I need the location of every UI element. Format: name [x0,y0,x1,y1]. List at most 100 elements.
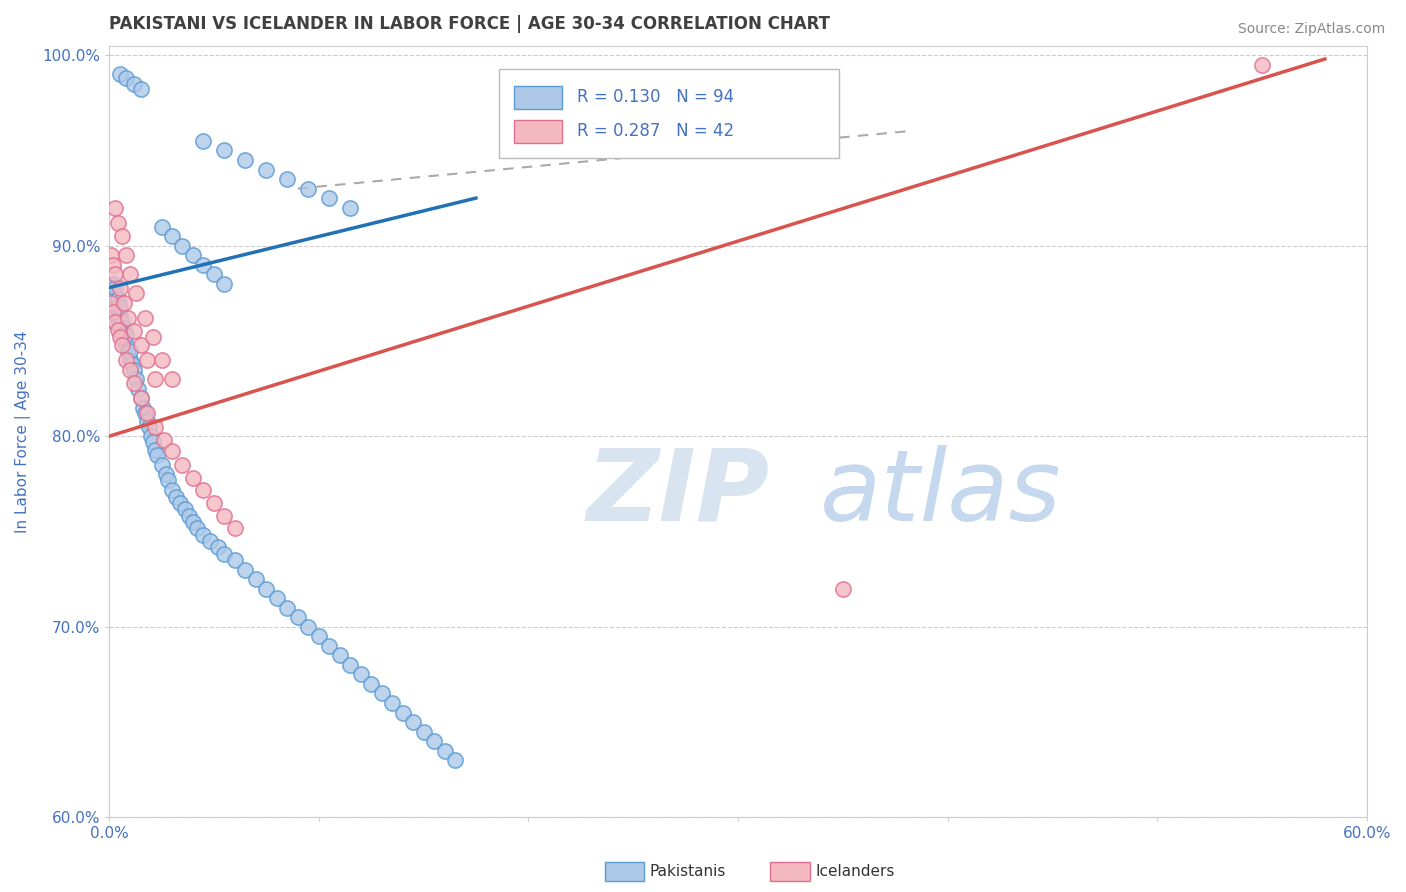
Point [444,753,467,767]
Point [155,467,177,482]
Point [433,743,456,757]
FancyBboxPatch shape [515,86,562,109]
Point [165,490,187,504]
Y-axis label: In Labor Force | Age 30-34: In Labor Force | Age 30-34 [15,330,31,533]
Point [124,325,146,339]
Text: atlas: atlas [820,445,1062,541]
Point [318,191,340,205]
Point [177,509,200,524]
Point [103,277,125,291]
Point [111,315,134,329]
Point [214,144,236,158]
Point [318,639,340,653]
Point [129,391,152,405]
Point [193,483,215,497]
Point [108,67,131,81]
Point [142,434,165,449]
Point [150,353,173,368]
Point [112,320,135,334]
Point [143,419,166,434]
Point [350,667,373,681]
Point [181,248,204,262]
Point [115,328,138,343]
Point [156,473,179,487]
Text: PAKISTANI VS ICELANDER IN LABOR FORCE | AGE 30-34 CORRELATION CHART: PAKISTANI VS ICELANDER IN LABOR FORCE | … [110,15,830,33]
Point [111,338,134,352]
Point [107,216,129,230]
Point [146,448,169,462]
Text: Pakistanis: Pakistanis [650,864,725,879]
Point [181,471,204,485]
Point [104,280,127,294]
Point [193,134,215,148]
Point [214,547,236,561]
Point [287,610,309,624]
Point [235,153,257,167]
Point [111,325,134,339]
Point [198,534,221,549]
Point [297,620,319,634]
Point [107,311,129,326]
Point [276,600,298,615]
Point [1251,58,1274,72]
Point [108,318,131,333]
Point [134,311,156,326]
Text: ZIP: ZIP [588,445,770,541]
Point [104,268,127,282]
Point [224,553,246,567]
Point [100,286,122,301]
Point [100,296,122,310]
Point [115,353,138,368]
Point [108,330,131,344]
Point [381,696,404,710]
Point [120,362,142,376]
Point [104,201,127,215]
Point [124,376,146,390]
Point [135,414,157,428]
Point [339,201,361,215]
Point [160,372,183,386]
Point [173,501,195,516]
Point [245,572,267,586]
Point [111,229,134,244]
Point [181,515,204,529]
Point [254,582,277,596]
Point [125,372,148,386]
Point [125,286,148,301]
Point [402,714,425,729]
Point [254,162,277,177]
Point [391,706,413,720]
Point [112,296,135,310]
Text: Source: ZipAtlas.com: Source: ZipAtlas.com [1237,22,1385,37]
Point [121,357,143,371]
Point [129,82,152,96]
Point [103,258,125,272]
Point [117,311,139,326]
Point [207,540,229,554]
Point [108,300,131,314]
Point [100,277,122,291]
Point [107,322,129,336]
Point [150,458,173,472]
FancyBboxPatch shape [499,69,838,158]
Point [103,305,125,319]
Point [107,292,129,306]
Point [117,343,139,358]
Point [224,521,246,535]
Point [160,483,183,497]
Point [135,353,157,368]
Point [115,248,138,262]
Point [160,444,183,458]
Point [131,401,153,415]
Point [169,496,191,510]
Text: Icelanders: Icelanders [815,864,894,879]
Point [104,300,127,314]
Point [202,496,225,510]
Point [100,296,122,310]
Point [235,563,257,577]
Point [104,290,127,304]
Point [104,315,127,329]
Point [172,238,194,252]
Point [186,521,208,535]
Point [152,433,174,447]
